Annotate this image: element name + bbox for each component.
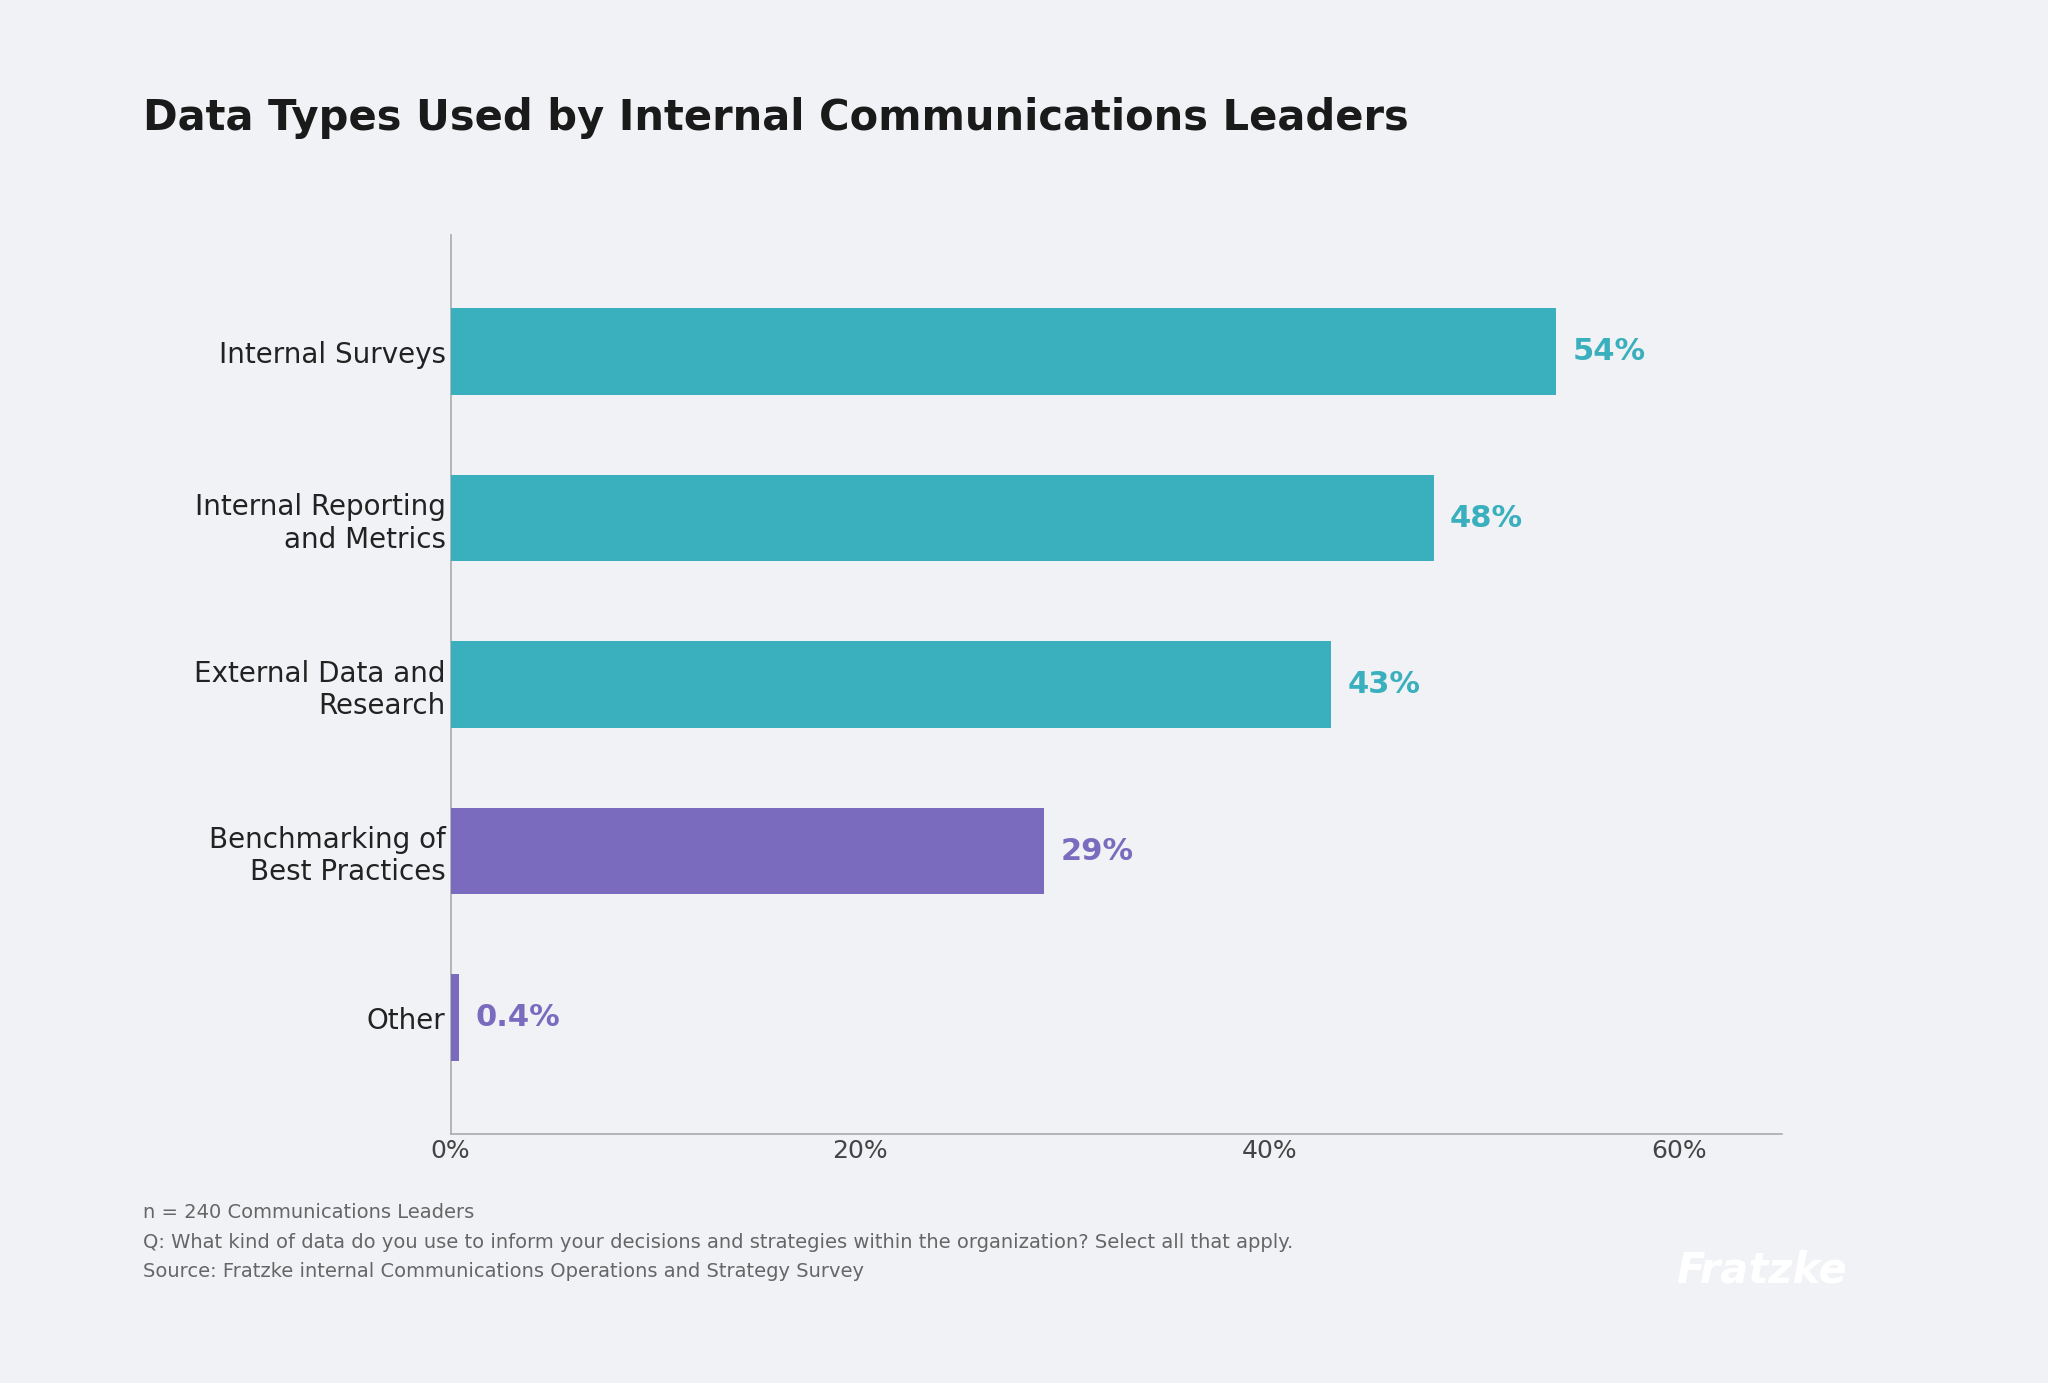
Bar [451,974,459,1061]
Bar [451,808,1044,895]
Text: 43%: 43% [1348,671,1421,698]
Text: 54%: 54% [1573,337,1647,366]
Text: n = 240 Communications Leaders
Q: What kind of data do you use to inform your de: n = 240 Communications Leaders Q: What k… [143,1203,1294,1281]
Bar [451,308,1556,396]
Bar [451,642,1331,727]
Text: Fratzke: Fratzke [1675,1250,1847,1292]
Text: 48%: 48% [1450,503,1524,532]
Text: 0.4%: 0.4% [475,1003,559,1032]
Text: 29%: 29% [1061,837,1135,866]
Text: Data Types Used by Internal Communications Leaders: Data Types Used by Internal Communicatio… [143,97,1409,138]
Bar [451,474,1434,561]
